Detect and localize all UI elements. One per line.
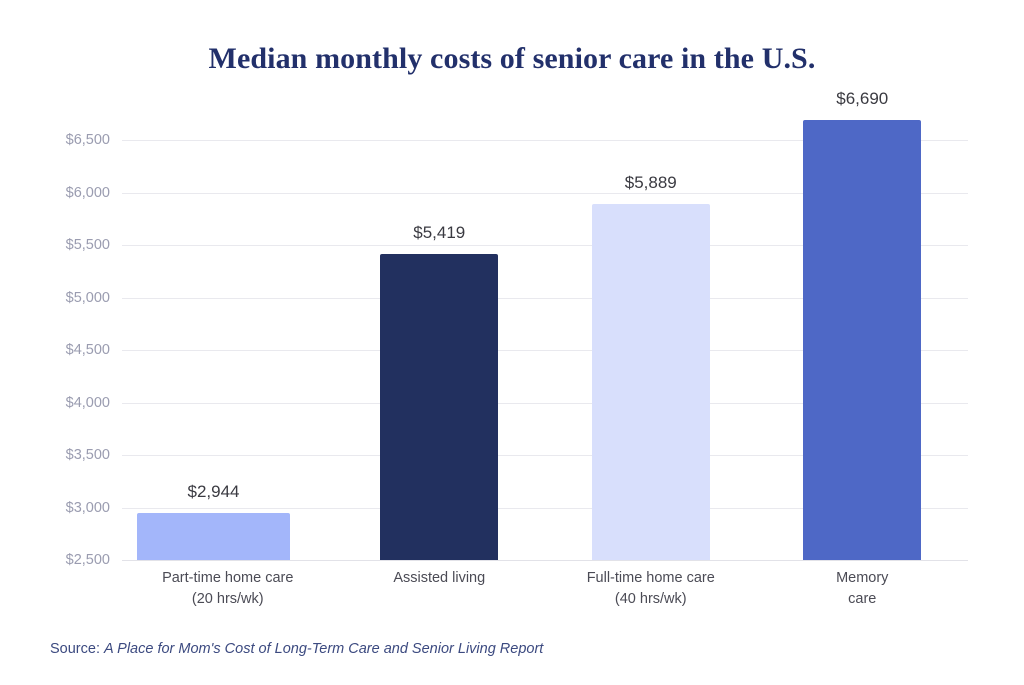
bar[interactable]	[591, 204, 710, 560]
gridline	[122, 297, 968, 299]
bar[interactable]	[137, 513, 290, 560]
x-axis-tick-label: Memory care	[836, 570, 889, 608]
page-title: Median monthly costs of senior care in t…	[208, 42, 816, 75]
gridline	[122, 350, 968, 351]
y-axis-tick-label: $4,500	[65, 342, 110, 358]
gridline	[122, 560, 968, 561]
gridline	[122, 245, 968, 246]
y-axis-tick-label: $3,000	[65, 499, 110, 516]
y-axis-tick-label: $4,000	[65, 394, 110, 411]
y-axis-tick-label: $2,500	[65, 552, 110, 568]
bar-value-label: $5,419	[413, 222, 466, 242]
y-axis-tick-label: $6,000	[65, 184, 110, 201]
bar-value-label: $5,889	[624, 173, 677, 193]
x-axis-tick-label: Full-time home care (40 hrs/wk)	[586, 570, 715, 608]
y-axis: $6,500 $6,000 $5,500 $5,000 $4,500 $4,000 $3,5…	[34, 0, 110, 685]
bar-value-label: $2,944	[187, 482, 240, 502]
gridline	[122, 507, 968, 509]
bar-value-label: $6,690	[836, 89, 889, 109]
bar[interactable]	[380, 253, 499, 560]
gridline	[122, 140, 968, 141]
x-axis-tick-label: Part-time home care (20 hrs/wk)	[162, 570, 294, 608]
gridline	[122, 455, 968, 456]
source-label: Source:	[50, 641, 104, 657]
x-axis-tick-label: Assisted living	[393, 570, 486, 586]
gridline	[122, 192, 968, 194]
bar[interactable]	[803, 120, 922, 560]
y-axis-tick-label: $5,500	[65, 237, 110, 253]
gridline	[122, 402, 968, 404]
source-publication: A Place for Mom's Cost of Long-Term Care…	[104, 641, 544, 657]
source-note: Source: A Place for Mom's Cost of Long-T…	[50, 641, 543, 657]
y-axis-tick-label: $6,500	[65, 132, 110, 148]
y-axis-tick-label: $3,500	[65, 447, 110, 463]
plot-area	[122, 120, 968, 561]
y-axis-tick-label: $5,000	[65, 289, 110, 306]
